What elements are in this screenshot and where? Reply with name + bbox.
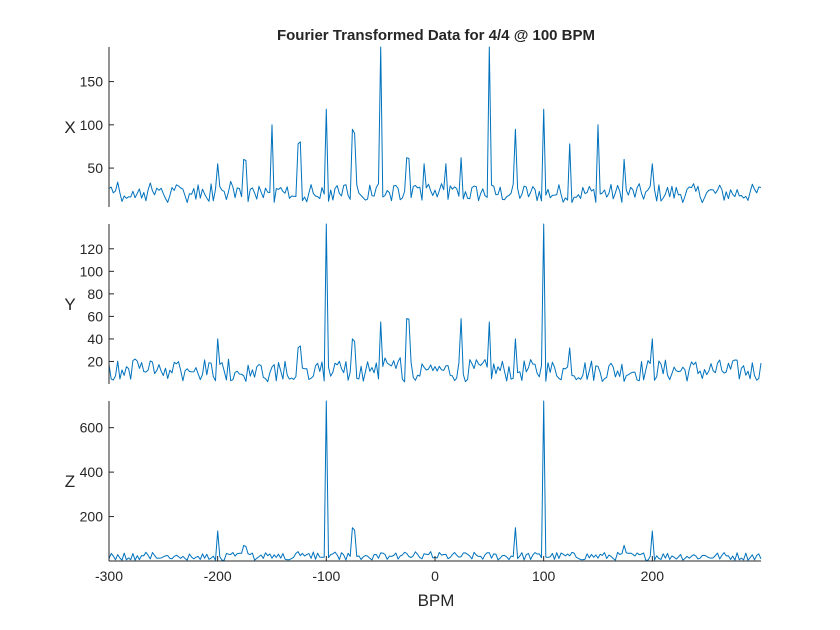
x-tick-label: -200 [204, 568, 232, 584]
y-tick-label: 600 [80, 420, 104, 436]
y-tick-label: 80 [87, 286, 103, 302]
subplots: 50 100 150 X 20 40 60 80 100 120 Y 200 400 600 Z -300 -2… [64, 47, 761, 584]
y-tick-label: 60 [87, 308, 103, 324]
y-tick-label: 120 [80, 241, 104, 257]
y-tick-label: 40 [87, 331, 103, 347]
subplot-x: 50 100 150 X [64, 47, 761, 207]
x-axis-label: BPM [418, 591, 455, 610]
y-axis-label: Y [64, 295, 75, 314]
y-axis-label: X [64, 118, 75, 137]
series-line-x [109, 47, 761, 203]
x-tick-label: 200 [641, 568, 665, 584]
y-tick-label: 150 [80, 74, 104, 90]
x-tick-label: 0 [431, 568, 439, 584]
y-tick-label: 20 [87, 353, 103, 369]
y-tick-label: 200 [80, 509, 104, 525]
x-tick-label: -300 [95, 568, 123, 584]
x-tick-label: -100 [312, 568, 340, 584]
y-tick-label: 50 [87, 160, 103, 176]
y-tick-label: 100 [80, 263, 104, 279]
chart-title: Fourier Transformed Data for 4/4 @ 100 B… [277, 27, 595, 44]
x-tick-label: 100 [532, 568, 556, 584]
y-tick-label: 100 [80, 117, 104, 133]
series-line-y [109, 224, 761, 382]
y-axis-label: Z [65, 472, 75, 491]
subplot-y: 20 40 60 80 100 120 Y [64, 224, 761, 384]
series-line-z [109, 401, 761, 560]
subplot-z: 200 400 600 Z -300 -200 -100 0 100 200 [65, 401, 761, 584]
y-tick-label: 400 [80, 464, 104, 480]
